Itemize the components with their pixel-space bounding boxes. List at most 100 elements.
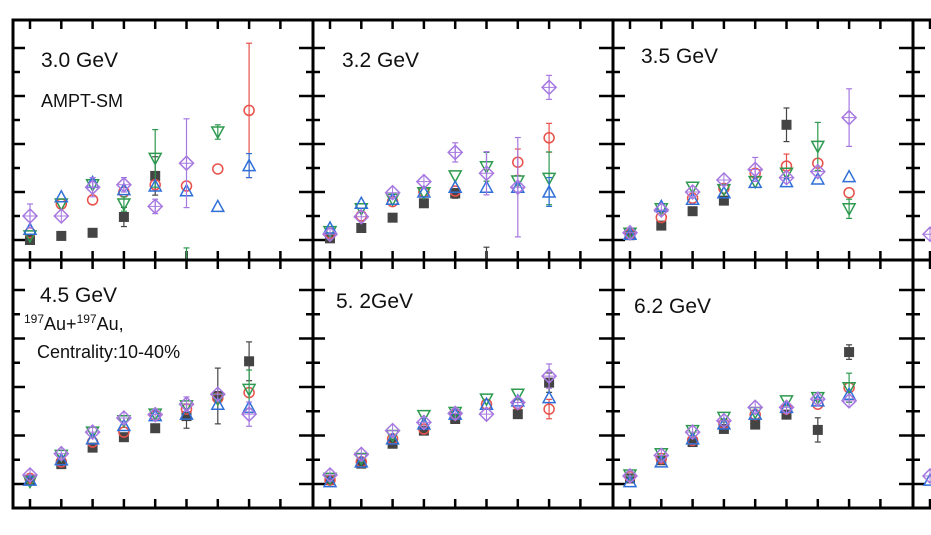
black-square-marker [418, 198, 429, 209]
blue-up-triangle-marker [54, 189, 69, 203]
element-1: Au+ [44, 314, 77, 334]
blue-up-triangle-marker [354, 195, 369, 210]
blue-up-triangle-marker [541, 184, 557, 198]
purple-diamond-cross [448, 406, 463, 421]
purple-diamond-cross [623, 468, 637, 483]
blue-up-triangle-marker [210, 198, 226, 213]
blue-up-triangle-marker [385, 431, 400, 445]
blue-up-triangle-marker [685, 191, 700, 205]
panel-title-3.5: 3.5 GeV [641, 45, 718, 68]
data-markers [21, 42, 257, 260]
purple-diamond-cross [842, 393, 857, 408]
red-circle-marker [543, 403, 555, 415]
red-circle-marker [243, 104, 255, 117]
purple-diamond-cross [479, 407, 494, 422]
purple-diamond-cross [748, 400, 763, 415]
purple-diamond-cross [510, 395, 525, 410]
black-square-marker [356, 223, 367, 233]
data-markers [921, 226, 931, 243]
purple-diamond-cross [685, 185, 700, 199]
purple-diamond-cross [323, 227, 337, 242]
element-2: Au, [97, 314, 124, 334]
blue-up-triangle-marker [322, 474, 338, 488]
red-circle-marker [543, 132, 555, 144]
data-markers [321, 74, 558, 260]
blue-up-triangle-marker [716, 185, 732, 199]
panel-frame [911, 18, 931, 262]
purple-diamond-cross [542, 80, 557, 95]
green-down-triangle-marker [779, 395, 794, 409]
green-down-triangle-marker [810, 140, 826, 154]
blue-up-triangle-marker [541, 390, 557, 404]
purple-diamond-cross [716, 413, 731, 428]
blue-up-triangle-marker [385, 191, 400, 205]
black-square-marker [87, 227, 98, 238]
purple-diamond-cross [416, 174, 431, 189]
blue-up-triangle-marker [179, 406, 194, 420]
purple-diamond-cross [179, 156, 194, 171]
blue-up-triangle-marker [22, 221, 38, 235]
purple-diamond-cross [716, 173, 731, 187]
purple-diamond-cross [810, 164, 825, 179]
panel [911, 18, 931, 262]
model-label: AMPT-SM [41, 91, 123, 111]
purple-diamond-cross [148, 407, 163, 422]
purple-diamond-cross [385, 423, 400, 438]
black-square-marker [656, 220, 667, 231]
purple-diamond-cross [923, 468, 931, 483]
black-square-marker [244, 356, 255, 367]
purple-diamond-cross [210, 387, 225, 402]
purple-diamond-cross [323, 468, 337, 483]
purple-diamond-cross [810, 392, 825, 407]
green-down-triangle-marker [116, 198, 132, 212]
green-down-triangle-marker [479, 393, 494, 407]
data-markers [321, 363, 558, 488]
purple-diamond-cross [354, 209, 369, 224]
green-down-triangle-marker [354, 203, 369, 217]
blue-up-triangle-marker [747, 406, 763, 420]
purple-diamond-cross [179, 397, 194, 412]
purple-diamond-cross [479, 166, 494, 181]
panel [911, 258, 931, 510]
panel-title-6.2: 6.2 GeV [634, 295, 711, 318]
purple-diamond-cross [116, 411, 131, 426]
red-circle-marker [843, 186, 855, 199]
black-square-marker [181, 411, 192, 422]
purple-diamond-cross [54, 446, 69, 461]
purple-diamond-cross [510, 180, 525, 195]
purple-diamond-cross [23, 209, 37, 223]
centrality-label: Centrality:10-40% [37, 342, 180, 362]
blue-up-triangle-marker [54, 452, 69, 466]
green-down-triangle-marker [147, 152, 163, 166]
green-down-triangle-marker [841, 203, 857, 217]
black-square-marker [844, 347, 855, 358]
purple-diamond-cross [23, 468, 37, 483]
blue-up-triangle-marker [841, 169, 857, 183]
purple-diamond-cross [416, 415, 431, 430]
purple-diamond-cross [748, 162, 763, 177]
purple-diamond-cross [448, 145, 463, 160]
black-square-marker [781, 119, 792, 130]
black-square-marker [25, 235, 35, 245]
purple-diamond-cross [842, 110, 857, 125]
purple-diamond-cross [542, 369, 557, 384]
black-square-marker [718, 195, 729, 206]
panel-labels: 3.0 GeV AMPT-SM 3.2 GeV 3.5 GeV 4.5 GeV … [24, 45, 718, 362]
blue-up-triangle-marker [116, 417, 132, 432]
black-square-marker [118, 211, 129, 222]
blue-up-triangle-marker [210, 396, 226, 410]
black-square-marker [418, 425, 429, 436]
blue-up-triangle-marker [241, 158, 257, 172]
black-square-marker [687, 206, 698, 217]
purple-diamond-cross [654, 203, 669, 217]
green-down-triangle-marker [447, 170, 463, 184]
black-square-marker [150, 423, 161, 434]
blue-up-triangle-marker [810, 171, 826, 185]
green-down-triangle-marker [510, 388, 526, 402]
blue-up-triangle-marker [147, 178, 163, 192]
green-down-triangle-marker [22, 230, 38, 244]
panel-frame [911, 258, 931, 510]
purple-diamond-cross [148, 199, 163, 214]
blue-up-triangle-marker [354, 454, 369, 468]
